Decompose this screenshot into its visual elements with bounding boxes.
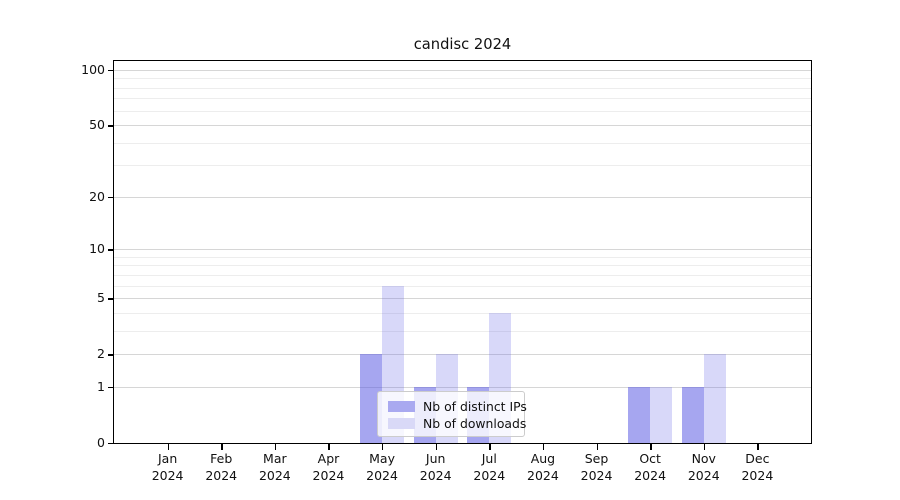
minor-gridline <box>114 265 811 267</box>
major-gridline <box>114 125 811 127</box>
x-tick-month: Dec <box>745 451 770 466</box>
legend-swatch-distinct-ips <box>388 401 415 412</box>
x-tick-month: Apr <box>317 451 340 466</box>
x-tick-month: May <box>369 451 395 466</box>
x-tick-month: Jun <box>425 451 446 466</box>
x-tick-label: Mar 2024 <box>243 451 307 484</box>
bar-distinct-ips <box>360 354 383 443</box>
x-tick-year: 2024 <box>258 467 291 483</box>
minor-gridline <box>114 312 811 314</box>
x-tick-year: 2024 <box>634 467 667 483</box>
x-tick-year: 2024 <box>151 467 184 483</box>
y-tick-mark <box>108 249 114 251</box>
major-gridline <box>114 70 811 71</box>
y-tick-mark <box>108 443 114 445</box>
x-tick-mark <box>542 444 545 450</box>
x-tick-mark <box>167 444 169 450</box>
legend-row: Nb of distinct IPs <box>388 398 527 415</box>
x-tick-label: Nov 2024 <box>672 451 736 484</box>
x-tick-label: Jan 2024 <box>136 451 200 484</box>
y-tick-label: 100 <box>81 62 105 77</box>
x-tick-year: 2024 <box>741 467 774 483</box>
y-tick-label: 2 <box>97 346 105 362</box>
major-gridline <box>114 386 811 388</box>
x-tick-year: 2024 <box>366 467 398 483</box>
plot-area: Nb of distinct IPs Nb of downloads <box>113 60 812 444</box>
x-tick-month: Oct <box>639 451 661 466</box>
chart-title: candisc 2024 <box>413 36 512 53</box>
x-tick-label: Feb 2024 <box>189 451 253 484</box>
minor-gridline <box>114 274 811 276</box>
minor-gridline <box>114 256 811 258</box>
x-tick-year: 2024 <box>473 467 506 483</box>
x-tick-year: 2024 <box>419 467 452 483</box>
minor-gridline <box>114 330 811 332</box>
major-gridline <box>114 249 811 251</box>
minor-gridline <box>114 87 811 89</box>
y-tick-mark <box>108 70 114 72</box>
x-tick-label: Dec 2024 <box>725 451 789 484</box>
y-tick-label: 50 <box>89 117 105 133</box>
x-tick-mark <box>650 444 652 450</box>
bar-downloads <box>650 386 673 443</box>
x-tick-month: Jul <box>481 451 497 466</box>
minor-gridline <box>114 165 811 167</box>
x-tick-month: Nov <box>691 451 716 466</box>
x-tick-month: Jan <box>157 451 178 466</box>
y-tick-mark <box>108 125 114 127</box>
y-tick-label: 5 <box>97 290 105 306</box>
bar-distinct-ips <box>628 386 651 443</box>
x-tick-year: 2024 <box>312 467 345 483</box>
legend-label: Nb of downloads <box>423 416 527 431</box>
minor-gridline <box>114 98 811 100</box>
y-tick-label: 10 <box>89 241 105 257</box>
minor-gridline <box>114 110 811 112</box>
x-tick-mark <box>596 444 598 450</box>
bar-downloads <box>703 354 726 443</box>
y-tick-label: 0 <box>97 435 105 450</box>
minor-gridline <box>114 285 811 287</box>
x-tick-year: 2024 <box>687 467 720 483</box>
major-gridline <box>114 354 811 356</box>
x-tick-label: Jun 2024 <box>404 451 468 484</box>
y-tick-mark <box>108 196 114 199</box>
x-tick-mark <box>703 444 706 450</box>
y-tick-mark <box>108 354 114 356</box>
x-tick-label: Oct 2024 <box>618 451 682 484</box>
x-tick-month: Feb <box>210 451 233 466</box>
legend-swatch-downloads <box>388 418 415 429</box>
x-tick-mark <box>328 444 330 450</box>
legend-label: Nb of distinct IPs <box>423 399 527 414</box>
y-tick-mark <box>108 386 114 389</box>
legend: Nb of distinct IPs Nb of downloads <box>377 391 527 437</box>
x-tick-mark <box>221 444 223 450</box>
major-gridline <box>114 298 811 300</box>
x-tick-month: Mar <box>263 451 287 466</box>
bar-distinct-ips <box>681 386 704 443</box>
x-tick-mark <box>757 444 759 450</box>
x-tick-label: Aug 2024 <box>511 451 575 484</box>
legend-row: Nb of downloads <box>388 415 526 432</box>
x-tick-mark <box>274 444 277 450</box>
y-tick-label: 1 <box>97 378 105 394</box>
minor-gridline <box>114 78 811 80</box>
x-tick-year: 2024 <box>205 467 238 483</box>
x-tick-year: 2024 <box>580 467 613 483</box>
x-tick-mark <box>382 444 384 450</box>
x-tick-mark <box>489 444 491 450</box>
x-tick-month: Sep <box>584 451 609 466</box>
x-tick-month: Aug <box>530 451 556 466</box>
x-tick-label: Jul 2024 <box>457 451 521 484</box>
x-tick-label: Apr 2024 <box>296 451 360 484</box>
y-tick-label: 20 <box>89 188 105 204</box>
x-tick-year: 2024 <box>527 467 559 483</box>
major-gridline <box>114 196 811 198</box>
y-tick-mark <box>108 298 114 300</box>
x-tick-mark <box>435 444 438 450</box>
minor-gridline <box>114 142 811 144</box>
x-tick-label: Sep 2024 <box>565 451 629 484</box>
x-tick-label: May 2024 <box>350 451 414 484</box>
